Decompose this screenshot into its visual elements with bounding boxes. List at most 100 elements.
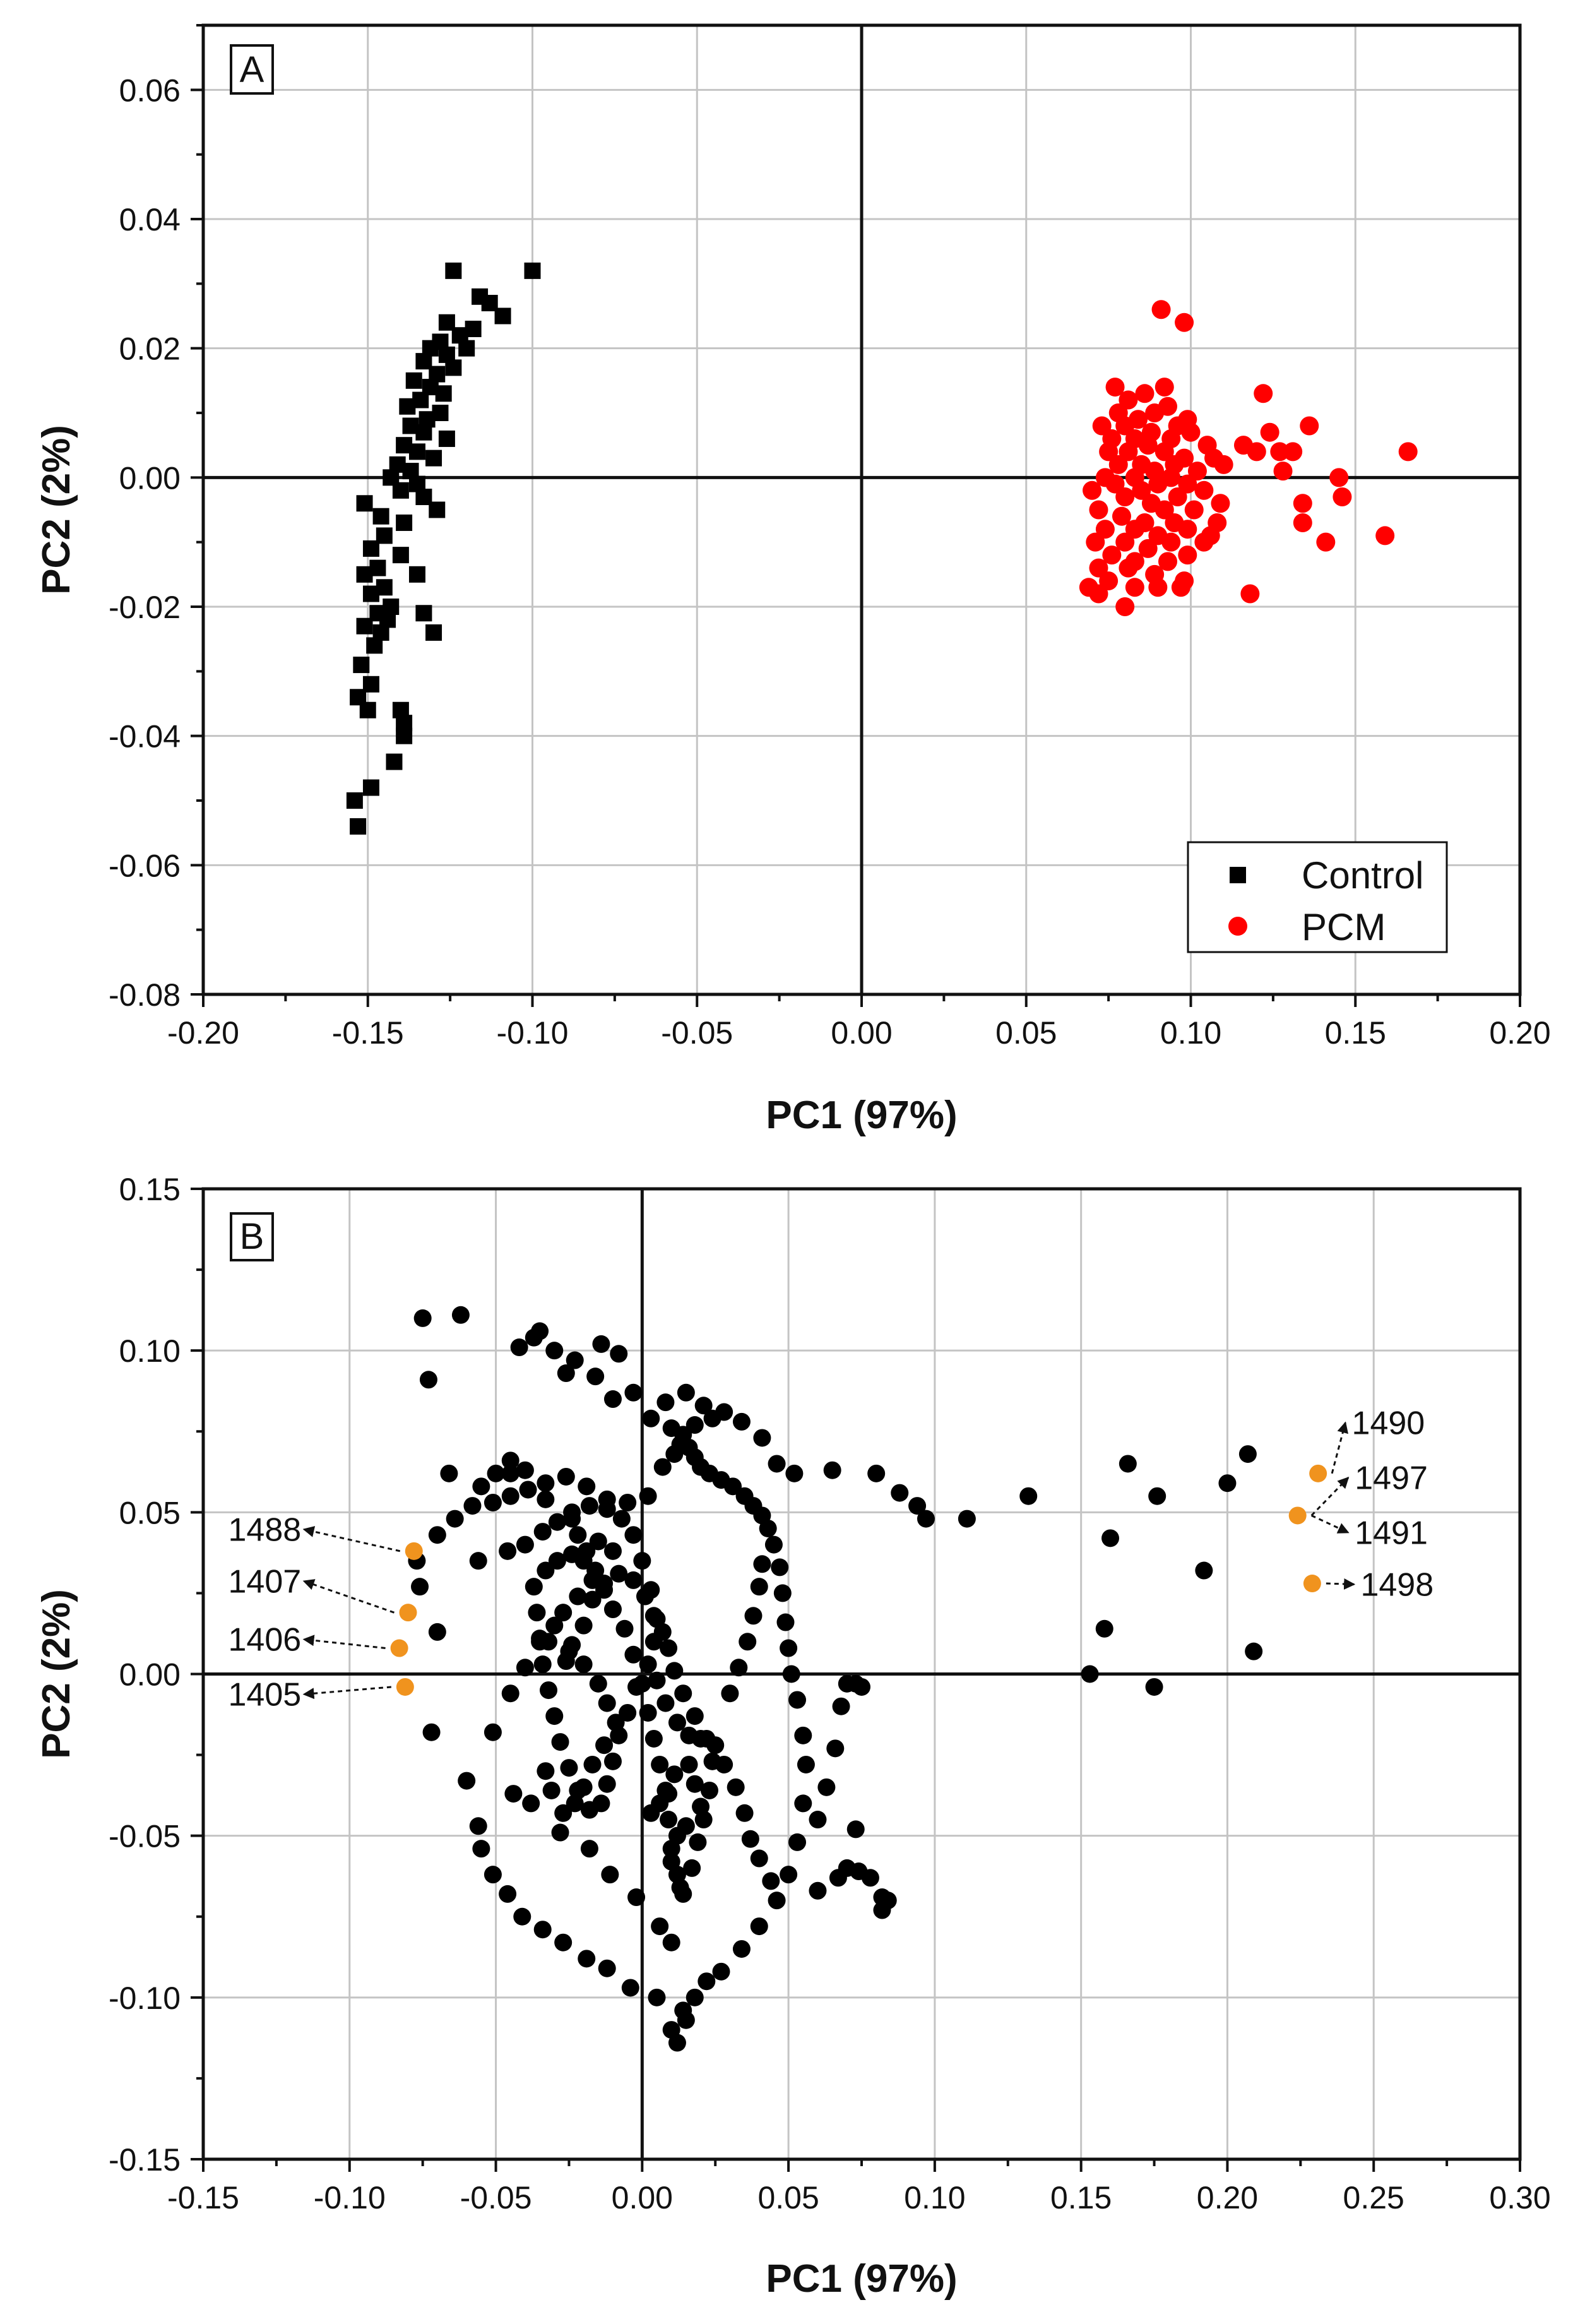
data-point-circle [686,1707,704,1725]
data-point-circle [1178,520,1197,539]
x-tick-label: 0.20 [1197,2180,1258,2215]
data-point-circle [501,1684,519,1703]
data-point-circle [1194,480,1214,500]
data-point-circle [598,1500,616,1518]
x-tick-label: 0.10 [1160,1015,1221,1051]
data-point-circle [624,1526,643,1544]
data-point-circle [1194,532,1214,552]
data-point-circle [958,1510,976,1528]
data-point-square [396,514,413,531]
data-point-circle [741,1830,759,1848]
y-axis: 0.15 0.10 0.05 0.00 -0.05 -0.10 -0.15 [109,1172,203,2178]
data-point-circle [832,1697,850,1715]
data-point-circle [1218,1474,1237,1493]
data-point-square [438,430,455,447]
data-point-circle [516,1659,534,1677]
data-point-circle [598,1694,616,1712]
x-tick-label: 0.10 [904,2180,965,2215]
data-point-circle [1161,532,1181,552]
data-point-circle [1375,526,1395,545]
x-tick-label: -0.10 [497,1015,569,1051]
data-point-circle [451,1306,470,1324]
data-point-circle [603,1600,622,1619]
data-point-circle [612,1510,631,1528]
data-point-circle [545,1616,564,1635]
data-point-circle [1138,436,1158,455]
data-point-circle [633,1674,651,1693]
data-point-circle [1145,1677,1163,1696]
data-point-circle [689,1833,707,1851]
y-tick-label: 0.00 [119,460,181,496]
data-point-square [356,566,373,583]
data-point-circle [574,1616,593,1635]
y-tick-label: -0.02 [109,590,181,625]
data-point-circle [1089,500,1108,520]
data-point-square [350,818,367,835]
data-point-square [362,540,379,557]
x-tick-label: 0.05 [757,2180,819,2215]
data-point-circle [809,1811,827,1829]
data-point-circle [724,1477,742,1496]
y-axis: 0.06 0.04 0.02 0.00 -0.02 -0.04 -0.06 -0.08 [109,24,203,1013]
data-point-circle [660,1811,678,1829]
x-tick-label: 0.00 [831,1015,892,1051]
data-point-circle [665,1662,684,1680]
data-point-circle [610,1564,628,1583]
data-point-circle [1092,416,1112,436]
data-point-circle [537,1474,555,1493]
data-point-circle [721,1684,739,1703]
data-point-square [415,605,432,622]
data-point-circle [739,1633,757,1651]
data-point-circle [1135,384,1155,403]
data-point-circle [773,1584,792,1602]
y-tick-label: 0.06 [119,73,181,108]
y-tick-label: 0.04 [119,202,181,237]
data-point-circle [715,1755,733,1773]
y-axis-title: PC2 (2%) [35,425,78,595]
data-point-circle [1155,500,1174,520]
data-point-circle [636,1587,654,1606]
data-point-circle [823,1461,841,1479]
data-point-circle [662,1933,680,1952]
data-point-circle [560,1759,578,1777]
data-point-circle [624,1571,643,1589]
data-point-circle [1293,494,1312,513]
data-point-circle [788,1691,807,1709]
data-point-square [386,753,403,770]
data-point-circle [1195,1561,1213,1580]
data-point-circle [533,1523,552,1541]
data-point-circle [1115,597,1135,616]
data-point-circle [539,1633,557,1651]
data-point-circle [1101,1529,1120,1547]
data-point-circle [548,1552,566,1570]
data-point-circle [686,1988,704,2006]
y-tick-label: -0.08 [109,977,181,1013]
data-point-circle [668,1713,686,1732]
y-tick-label: 0.00 [119,1657,181,1693]
data-point-circle [644,1607,663,1625]
data-point-square [408,566,425,583]
data-point-square [445,359,462,376]
data-point-circle [1105,378,1125,397]
x-axis: -0.20 -0.15 -0.10 -0.05 0.00 0.05 0.10 0.15 0.20 [167,994,1551,1051]
data-point-circle [1115,487,1135,507]
data-point-circle [698,1972,716,1991]
data-point-circle [785,1464,804,1482]
data-point-circle [446,1510,464,1528]
data-point-circle [644,1729,663,1748]
data-point-circle [780,1639,798,1657]
data-point-circle [1119,390,1138,410]
data-point-circle [569,1587,587,1606]
data-point-circle [1260,422,1279,442]
data-point-circle [554,1604,573,1622]
data-point-circle [686,1775,704,1793]
annotation-label: 1407 [229,1563,302,1600]
data-point-square [359,701,376,718]
data-point-circle [501,1451,519,1470]
y-tick-label: -0.15 [109,2142,181,2178]
data-point-circle [653,1623,672,1641]
data-point-circle [674,1684,692,1703]
data-point-circle [1081,1665,1099,1683]
data-point-circle [692,1797,710,1816]
data-point-circle [560,1642,578,1660]
